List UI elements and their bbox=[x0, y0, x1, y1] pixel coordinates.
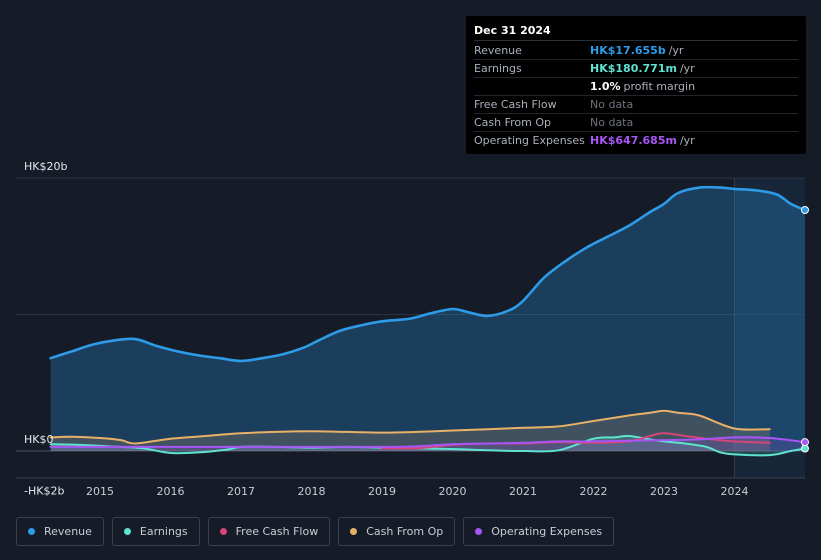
tooltip-label: Cash From Op bbox=[474, 116, 552, 129]
x-tick-label: 2018 bbox=[298, 485, 326, 498]
tooltip-unit: /yr bbox=[679, 62, 695, 75]
legend-item-operating-expenses[interactable]: Operating Expenses bbox=[463, 517, 615, 546]
y-tick-label: -HK$2b bbox=[24, 484, 64, 497]
legend: Revenue Earnings Free Cash Flow Cash From O… bbox=[16, 517, 622, 546]
legend-label: Earnings bbox=[139, 525, 188, 538]
y-tick-label: HK$20b bbox=[24, 160, 67, 173]
tooltip-value: HK$647.685m bbox=[590, 134, 677, 147]
legend-dot-icon bbox=[219, 528, 227, 535]
cash-from-op-line bbox=[49, 409, 771, 445]
tooltip-value: 1.0% bbox=[590, 80, 621, 93]
tooltip-label: Free Cash Flow bbox=[474, 98, 557, 111]
tooltip-row: Operating Expenses HK$647.685m/yr bbox=[474, 132, 798, 149]
legend-dot-icon bbox=[350, 528, 358, 535]
operating-expenses-line bbox=[49, 436, 806, 448]
x-tick-label: 2023 bbox=[650, 485, 678, 498]
tooltip-label: Earnings bbox=[474, 62, 522, 75]
legend-item-earnings[interactable]: Earnings bbox=[111, 517, 200, 546]
x-tick-label: 2016 bbox=[157, 485, 185, 498]
tooltip-label bbox=[474, 78, 590, 95]
x-tick-label: 2024 bbox=[721, 485, 749, 498]
tooltip-value: HK$17.655b bbox=[590, 44, 666, 57]
x-tick-label: 2021 bbox=[509, 485, 537, 498]
x-tick-label: 2020 bbox=[439, 485, 467, 498]
x-tick-label: 2022 bbox=[580, 485, 608, 498]
legend-dot-icon bbox=[123, 528, 131, 535]
tooltip-unit: /yr bbox=[679, 134, 695, 147]
operating-expenses-endpoint bbox=[801, 438, 809, 447]
tooltip-row: Revenue HK$17.655b/yr bbox=[474, 42, 798, 60]
earnings-line bbox=[49, 434, 806, 457]
x-tick-label: 2015 bbox=[86, 485, 114, 498]
tooltip-row: Free Cash Flow No data bbox=[474, 96, 798, 114]
legend-dot-icon bbox=[475, 528, 483, 535]
forecast-highlight-band bbox=[734, 178, 805, 478]
y-tick-label: HK$0 bbox=[24, 433, 53, 446]
tooltip-row: 1.0% profit margin bbox=[474, 78, 798, 96]
legend-label: Free Cash Flow bbox=[235, 525, 319, 538]
tooltip-unit: /yr bbox=[668, 44, 684, 57]
revenue-endpoint bbox=[801, 206, 809, 215]
chart-area: HK$20b HK$0 -HK$2b 2015 2016 2017 2018 2019 202… bbox=[16, 160, 809, 498]
tooltip-row: Earnings HK$180.771m/yr bbox=[474, 60, 798, 78]
revenue-line bbox=[49, 185, 807, 363]
tooltip-value: HK$180.771m bbox=[590, 62, 677, 75]
legend-label: Operating Expenses bbox=[491, 525, 603, 538]
legend-dot-icon bbox=[28, 528, 35, 535]
tooltip-label: Operating Expenses bbox=[474, 134, 585, 147]
legend-item-cash-from-op[interactable]: Cash From Op bbox=[338, 517, 456, 546]
legend-item-revenue[interactable]: Revenue bbox=[16, 517, 104, 546]
tooltip-row: Cash From Op No data bbox=[474, 114, 798, 132]
x-tick-label: 2017 bbox=[227, 485, 255, 498]
tooltip-no-data: No data bbox=[590, 116, 634, 129]
tooltip-unit: profit margin bbox=[623, 80, 696, 93]
tooltip-panel: Dec 31 2024 Revenue HK$17.655b/yr Earnings… bbox=[466, 16, 806, 154]
tooltip-label: Revenue bbox=[474, 44, 522, 57]
legend-label: Cash From Op bbox=[366, 525, 444, 538]
legend-label: Revenue bbox=[44, 525, 92, 538]
tooltip-date: Dec 31 2024 bbox=[474, 22, 798, 41]
legend-item-free-cash-flow[interactable]: Free Cash Flow bbox=[207, 517, 331, 546]
x-tick-label: 2019 bbox=[368, 485, 396, 498]
tooltip-no-data: No data bbox=[590, 98, 634, 111]
revenue-area bbox=[50, 187, 806, 451]
